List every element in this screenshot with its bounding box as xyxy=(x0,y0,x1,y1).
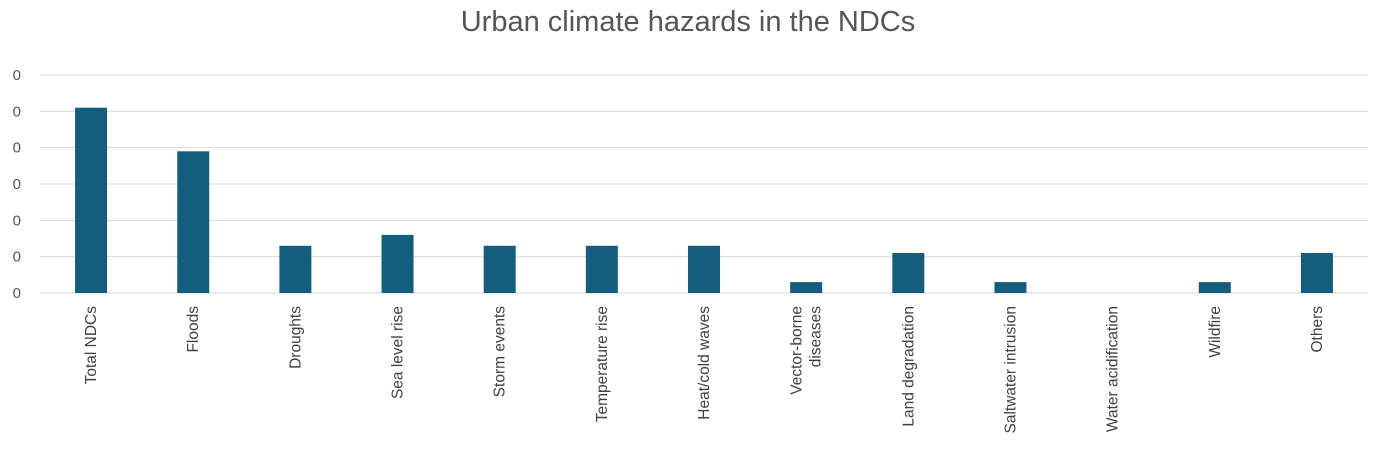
x-category-label: Total NDCs xyxy=(83,306,100,385)
x-category-label: Droughts xyxy=(287,306,304,369)
y-tick-label: 0 xyxy=(13,67,21,84)
y-tick-label: 0 xyxy=(13,249,21,266)
x-category-label: Saltwater intrusion xyxy=(1002,306,1019,434)
x-category-label: Storm events xyxy=(492,306,509,398)
bar xyxy=(585,245,618,293)
y-tick-label: 0 xyxy=(13,103,21,120)
x-category-label: Sea level rise xyxy=(390,306,407,399)
bar xyxy=(75,107,108,293)
bar xyxy=(688,245,720,293)
x-axis-category-labels: Total NDCs Floods Droughts Sea level rise St… xyxy=(83,306,1326,434)
x-category-label: Land degradation xyxy=(900,306,917,427)
y-tick-label: 0 xyxy=(13,140,21,157)
bar xyxy=(483,245,516,293)
bar xyxy=(1198,282,1231,293)
bars xyxy=(75,107,1333,293)
y-axis-tick-labels: 0 0 0 0 0 0 0 xyxy=(13,67,21,302)
bar xyxy=(177,151,210,293)
x-category-label: Water acidification xyxy=(1105,306,1122,432)
x-category-label: Temperature rise xyxy=(594,306,611,422)
bar xyxy=(892,253,925,293)
chart-title: Urban climate hazards in the NDCs xyxy=(460,6,916,38)
x-category-label: Heat/cold waves xyxy=(696,306,713,420)
x-category-label: Wildfire xyxy=(1207,306,1224,358)
y-tick-label: 0 xyxy=(13,285,21,302)
x-category-label: Others xyxy=(1309,306,1326,353)
x-category-label: Floods xyxy=(185,306,202,353)
bar xyxy=(381,234,414,293)
bar xyxy=(994,282,1027,293)
x-category-label: Vector-borne diseases xyxy=(789,306,825,395)
y-tick-label: 0 xyxy=(13,212,21,229)
bar xyxy=(790,282,823,293)
bar xyxy=(279,245,312,293)
bar xyxy=(1300,253,1333,293)
y-tick-label: 0 xyxy=(13,176,21,193)
